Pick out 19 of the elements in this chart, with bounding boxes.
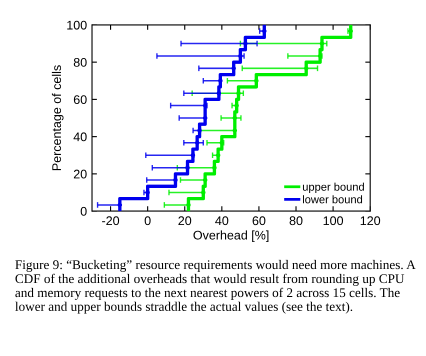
caption: Figure 9: “Bucketing” resource requirements would need more machines. A CDF of the additional overheads that would result from rounding up CPU and memory requests to the next nearest powers of 2 across 15 cells. The lower and upper bounds straddle the actual values (see the text). [15,260,416,314]
y-tick-label: 100 [67,20,87,30]
x-tick-label: -20 [102,216,120,226]
y-tick-label: 0 [80,206,87,216]
y-axis-title: Percentage of cells [52,65,64,170]
legend-label: upper bound [302,182,364,193]
x-tick-label: 40 [215,216,228,226]
y-tick-label: 40 [74,132,87,142]
x-axis-title: Overhead [%] [193,230,268,242]
x-tick-label: 0 [144,216,151,226]
x-tick-label: 20 [178,216,192,226]
y-tick-label: 60 [74,95,87,104]
y-tick-label: 20 [74,170,87,179]
x-tick-label: 80 [290,216,302,226]
legend-label: lower bound [302,195,362,204]
x-tick-label: 60 [252,216,266,226]
x-tick-label: 120 [360,216,380,226]
x-tick-label: 100 [324,216,344,226]
y-tick-label: 80 [74,58,87,67]
